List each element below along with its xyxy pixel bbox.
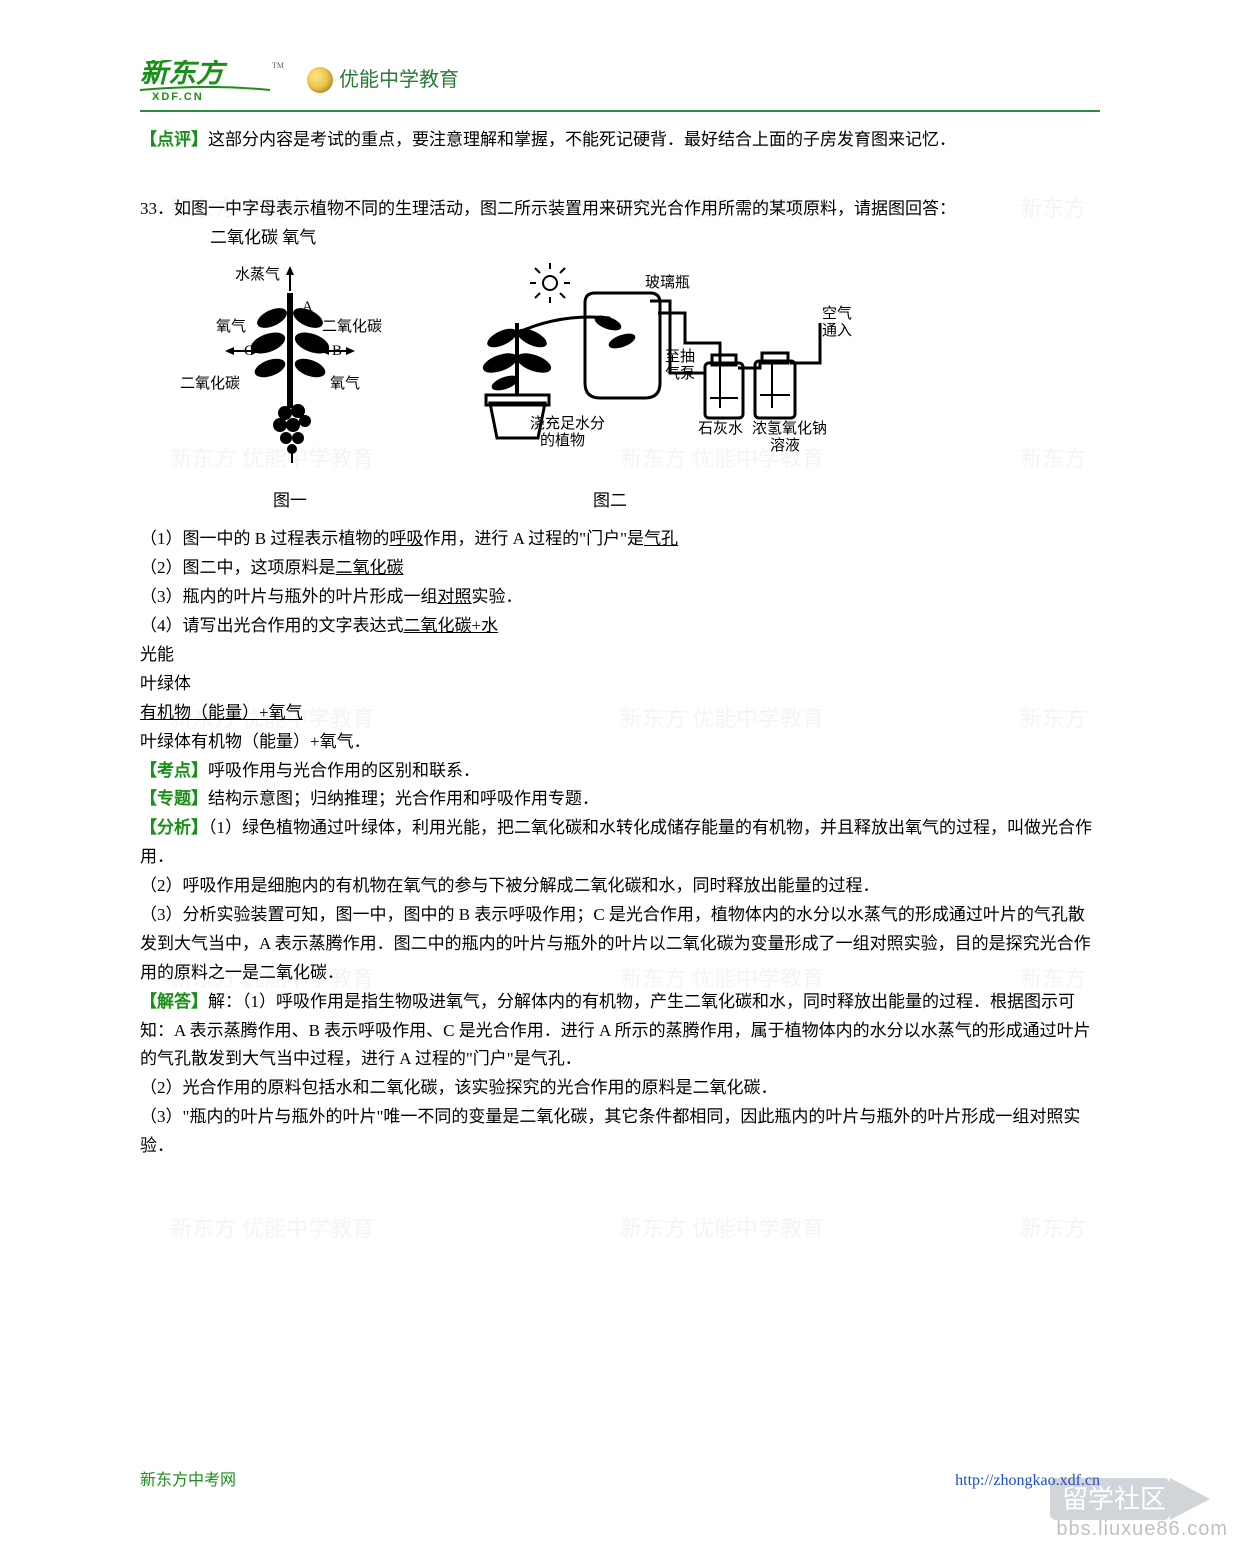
- q4-line5: 叶绿体有机物（能量）+氧气．: [140, 728, 1100, 757]
- page-footer: 新东方中考网 http://zhongkao.xdf.cn: [140, 1467, 1100, 1494]
- logo-main-text: 新东方: [140, 60, 228, 89]
- bg-watermark: 新东方 优能中学教育: [170, 1210, 374, 1247]
- diag1-top-label: 二氧化碳 氧气: [210, 224, 1100, 253]
- fenxi-p2: （2）呼吸作用是细胞内的有机物在氧气的参与下被分解成二氧化碳和水，同时释放出能量…: [140, 872, 1100, 901]
- header-rule: [140, 110, 1100, 112]
- jieda-p3: （3）"瓶内的叶片与瓶外的叶片"唯一不同的变量是二氧化碳，其它条件都相同，因此瓶…: [140, 1103, 1100, 1161]
- dianping-text: 这部分内容是考试的重点，要注意理解和掌握，不能死记硬背．最好结合上面的子房发育图…: [208, 130, 956, 149]
- fenxi-label: 【分析】: [140, 818, 208, 837]
- q1: （1）图一中的 B 过程表示植物的呼吸作用，进行 A 过程的"门户"是气孔: [140, 525, 1100, 554]
- kaodian-text: 呼吸作用与光合作用的区别和联系．: [208, 761, 480, 780]
- kaodian: 【考点】呼吸作用与光合作用的区别和联系．: [140, 757, 1100, 786]
- d1-o2-right: 氧气: [330, 375, 360, 392]
- fenxi-p3: （3）分析实验装置可知，图一中，图中的 B 表示呼吸作用；C 是光合作用，植物体…: [140, 901, 1100, 988]
- svg-text:的植物: 的植物: [540, 432, 585, 449]
- q4-ans: 二氧化碳+水: [404, 616, 499, 635]
- q4-line4: 有机物（能量）+氧气: [140, 699, 1100, 728]
- page-header: 新东方 XDF.CN TM 优能中学教育: [140, 60, 1100, 100]
- bg-watermark: 新东方: [1020, 1210, 1086, 1247]
- svg-text:至抽: 至抽: [665, 348, 695, 365]
- zhuanti-label: 【专题】: [140, 789, 208, 808]
- q1-ans1: 呼吸: [389, 529, 423, 548]
- jieda-p1: 【解答】解：（1）呼吸作用是指生物吸进氧气，分解体内的有机物，产生二氧化碳和水，…: [140, 988, 1100, 1075]
- kaodian-label: 【考点】: [140, 761, 208, 780]
- svg-text:TM: TM: [272, 61, 284, 70]
- diagram-2: 玻璃瓶 空气 通入 至抽 气泵 浇充足水分 的植物 石灰水 浓氢氧化钠 溶液 图…: [460, 263, 880, 516]
- q-number: 33．: [140, 199, 174, 218]
- svg-text:石灰水: 石灰水: [698, 420, 743, 437]
- d1-A: A: [302, 299, 313, 315]
- corner-watermark-text: bbs.liuxue86.com: [1056, 1512, 1228, 1546]
- d1-B: B: [332, 343, 342, 359]
- jieda-label: 【解答】: [140, 992, 208, 1011]
- q-stem-text: 如图一中字母表示植物不同的生理活动，图二所示装置用来研究光合作用所需的某项原料，…: [174, 199, 956, 218]
- question-stem: 33．如图一中字母表示植物不同的生理活动，图二所示装置用来研究光合作用所需的某项…: [140, 195, 1100, 224]
- q1-ans2: 气孔: [644, 529, 678, 548]
- svg-text:气泵: 气泵: [665, 365, 695, 382]
- q4: （4）请写出光合作用的文字表达式二氧化碳+水: [140, 612, 1100, 641]
- zhuanti: 【专题】结构示意图；归纳推理；光合作用和呼吸作用专题．: [140, 785, 1100, 814]
- svg-text:浓氢氧化钠: 浓氢氧化钠: [752, 420, 827, 437]
- diagram-row: 水蒸气 A 氧气 二氧化碳 C B 二氧化碳 氧气 图一: [180, 263, 1100, 516]
- dianping-label: 【点评】: [140, 130, 208, 149]
- d1-C: C: [244, 343, 254, 359]
- logo-sub-text: XDF.CN: [152, 91, 204, 100]
- badge-text: 优能中学教育: [339, 63, 459, 97]
- q2: （2）图二中，这项原料是二氧化碳: [140, 554, 1100, 583]
- diag2-caption: 图二: [340, 487, 880, 516]
- svg-text:溶液: 溶液: [770, 437, 800, 454]
- q4-line3: 叶绿体: [140, 670, 1100, 699]
- zhuanti-text: 结构示意图；归纳推理；光合作用和呼吸作用专题．: [208, 789, 599, 808]
- svg-text:空气: 空气: [822, 305, 852, 322]
- content-body: 【点评】这部分内容是考试的重点，要注意理解和掌握，不能死记硬背．最好结合上面的子…: [140, 126, 1100, 1161]
- q2-ans: 二氧化碳: [336, 558, 404, 577]
- badge-logo: 优能中学教育: [307, 63, 459, 97]
- d1-co2-right: 二氧化碳: [322, 318, 382, 335]
- svg-text:浇充足水分: 浇充足水分: [530, 415, 605, 432]
- dianping-para: 【点评】这部分内容是考试的重点，要注意理解和掌握，不能死记硬背．最好结合上面的子…: [140, 126, 1100, 155]
- jieda-p2: （2）光合作用的原料包括水和二氧化碳，该实验探究的光合作用的原料是二氧化碳．: [140, 1074, 1100, 1103]
- q3: （3）瓶内的叶片与瓶外的叶片形成一组对照实验．: [140, 583, 1100, 612]
- badge-icon: [307, 67, 333, 93]
- d1-co2-left: 二氧化碳: [180, 375, 240, 392]
- svg-text:玻璃瓶: 玻璃瓶: [645, 274, 690, 291]
- diagram-1: 水蒸气 A 氧气 二氧化碳 C B 二氧化碳 氧气 图一: [180, 263, 400, 516]
- d1-water-vapor: 水蒸气: [235, 266, 280, 283]
- xdf-logo: 新东方 XDF.CN TM: [140, 60, 295, 100]
- q3-ans: 对照: [438, 587, 472, 606]
- q4-line2: 光能: [140, 641, 1100, 670]
- svg-text:通入: 通入: [822, 322, 852, 339]
- svg-text:留学社区: 留学社区: [1062, 1485, 1166, 1514]
- footer-left: 新东方中考网: [140, 1467, 236, 1494]
- fenxi-p1: 【分析】（1）绿色植物通过叶绿体，利用光能，把二氧化碳和水转化成储存能量的有机物…: [140, 814, 1100, 872]
- d1-o2-left: 氧气: [216, 318, 246, 335]
- bg-watermark: 新东方 优能中学教育: [620, 1210, 824, 1247]
